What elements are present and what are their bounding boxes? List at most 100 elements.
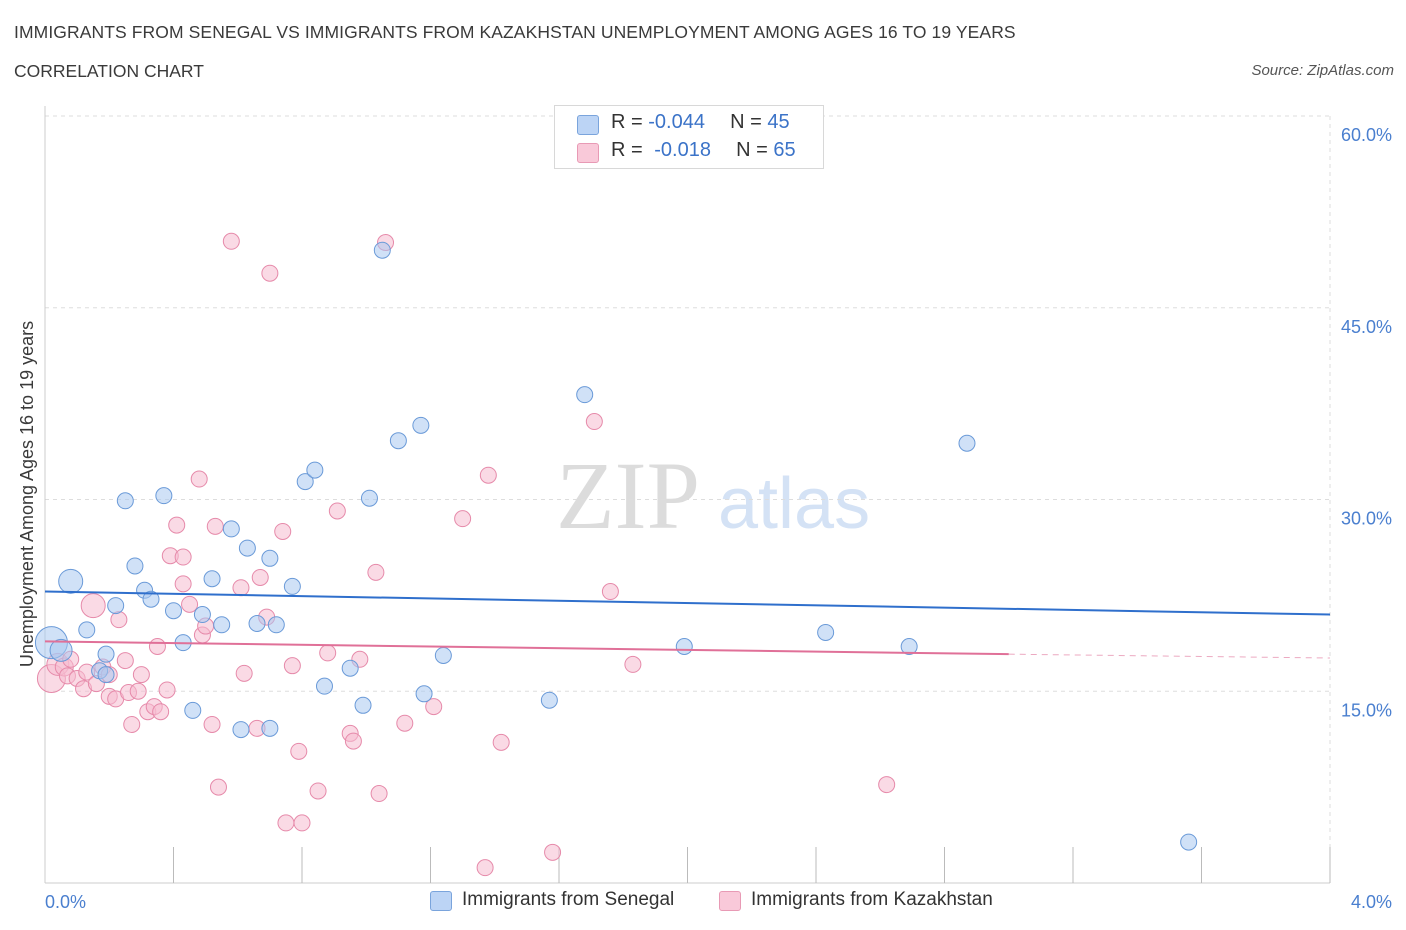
point-senegal [49, 638, 73, 662]
point-kazakhstan [277, 814, 295, 832]
point-kazakhstan [129, 682, 147, 700]
point-kazakhstan [585, 413, 603, 431]
trend-layer [44, 590, 1331, 659]
point-kazakhstan [283, 657, 301, 675]
point-kazakhstan [123, 715, 141, 733]
point-kazakhstan [174, 548, 192, 566]
n-value-kazakhstan: 65 [773, 139, 796, 161]
series-senegal-points [34, 241, 1198, 851]
point-senegal [540, 691, 558, 709]
y-tick-label: 60.0% [1341, 125, 1392, 145]
point-senegal [116, 492, 134, 510]
point-kazakhstan [206, 517, 224, 535]
point-kazakhstan [344, 732, 362, 750]
point-senegal [389, 432, 407, 450]
series-kazakhstan-points [36, 232, 896, 877]
point-senegal [817, 623, 835, 641]
y-tick-label: 45.0% [1341, 317, 1392, 337]
point-senegal [261, 549, 279, 567]
point-senegal [373, 241, 391, 259]
point-kazakhstan [367, 563, 385, 581]
n-value-senegal: 45 [767, 111, 790, 133]
point-senegal [341, 659, 359, 677]
point-senegal [97, 645, 115, 663]
legend-swatch-senegal [430, 891, 452, 911]
point-kazakhstan [328, 502, 346, 520]
point-senegal [315, 677, 333, 695]
point-senegal [203, 570, 221, 588]
x-tick-label: 4.0% [1351, 892, 1392, 912]
grid-layer [45, 115, 1331, 883]
point-senegal [306, 461, 324, 479]
point-senegal [165, 602, 182, 620]
y-axis-label: Unemployment Among Ages 16 to 19 years [17, 321, 37, 667]
point-kazakhstan [293, 814, 311, 832]
point-senegal [97, 666, 115, 684]
point-senegal [412, 416, 430, 434]
point-kazakhstan [110, 611, 128, 629]
point-senegal [184, 701, 202, 719]
point-kazakhstan [190, 470, 208, 488]
point-kazakhstan [222, 232, 240, 250]
point-kazakhstan [878, 776, 896, 794]
point-senegal [232, 721, 250, 739]
watermark-zip: ZIP [556, 442, 700, 549]
y-tick-label: 30.0% [1341, 509, 1392, 529]
point-kazakhstan [152, 703, 170, 721]
chart-title: IMMIGRANTS FROM SENEGAL VS IMMIGRANTS FR… [14, 22, 1016, 42]
point-kazakhstan [158, 681, 176, 699]
point-kazakhstan [492, 733, 510, 751]
point-kazakhstan [290, 742, 308, 760]
point-senegal [415, 685, 433, 703]
point-kazakhstan [209, 778, 227, 796]
point-senegal [296, 473, 314, 491]
x-tick-label: 0.0% [45, 892, 86, 912]
point-senegal [576, 386, 594, 404]
point-kazakhstan [624, 655, 642, 673]
point-kazakhstan [251, 568, 269, 586]
point-kazakhstan [319, 644, 337, 662]
point-kazakhstan [544, 843, 562, 861]
point-kazakhstan [168, 516, 186, 534]
point-senegal [213, 616, 231, 634]
point-kazakhstan [479, 466, 497, 484]
legend-label-kazakhstan: Immigrants from Kazakhstan [751, 889, 993, 910]
point-senegal [58, 568, 84, 594]
trendline-senegal [44, 590, 1331, 616]
n-label: N = [730, 111, 768, 133]
point-senegal [360, 489, 378, 507]
point-kazakhstan [261, 264, 279, 282]
y-tick-label: 15.0% [1341, 700, 1392, 720]
point-senegal [78, 621, 96, 639]
legend-label-senegal: Immigrants from Senegal [462, 889, 675, 910]
r-label: R = [611, 111, 649, 133]
point-senegal [675, 638, 693, 656]
watermark-atlas: atlas [718, 464, 870, 544]
point-senegal [261, 719, 279, 737]
point-kazakhstan [116, 652, 134, 670]
point-kazakhstan [174, 575, 192, 593]
point-kazakhstan [274, 522, 292, 540]
r-value-senegal: -0.044 [648, 111, 705, 133]
point-senegal [283, 577, 301, 595]
point-senegal [267, 616, 285, 634]
point-senegal [1180, 833, 1198, 851]
point-kazakhstan [601, 583, 619, 601]
point-senegal [107, 597, 125, 615]
point-senegal [900, 638, 918, 656]
point-kazakhstan [235, 664, 253, 682]
point-senegal [193, 606, 211, 624]
point-senegal [248, 614, 266, 632]
point-kazakhstan [232, 579, 250, 597]
point-kazakhstan [396, 714, 414, 732]
trendline-kazakhstan [44, 640, 1009, 656]
point-senegal [142, 590, 160, 608]
correlation-legend: R = -0.044 N = 45 R = -0.018 N = 65 [554, 105, 824, 169]
point-senegal [155, 487, 173, 505]
point-kazakhstan [309, 782, 327, 800]
legend-swatch-senegal [577, 115, 599, 135]
legend-swatch-kazakhstan [719, 891, 741, 911]
point-kazakhstan [425, 698, 443, 716]
point-kazakhstan [181, 595, 199, 613]
